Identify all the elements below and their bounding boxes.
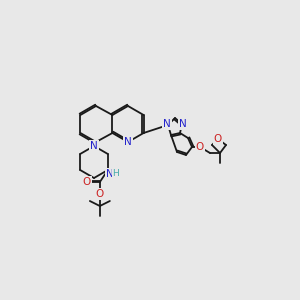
Text: H: H xyxy=(112,169,119,178)
Text: N: N xyxy=(163,119,171,129)
Text: O: O xyxy=(214,134,222,144)
Text: N: N xyxy=(179,119,187,129)
Text: N: N xyxy=(106,169,114,179)
Text: O: O xyxy=(83,177,91,187)
Text: O: O xyxy=(196,142,204,152)
Text: N: N xyxy=(124,137,132,147)
Text: N: N xyxy=(90,141,98,151)
Text: O: O xyxy=(96,189,104,199)
